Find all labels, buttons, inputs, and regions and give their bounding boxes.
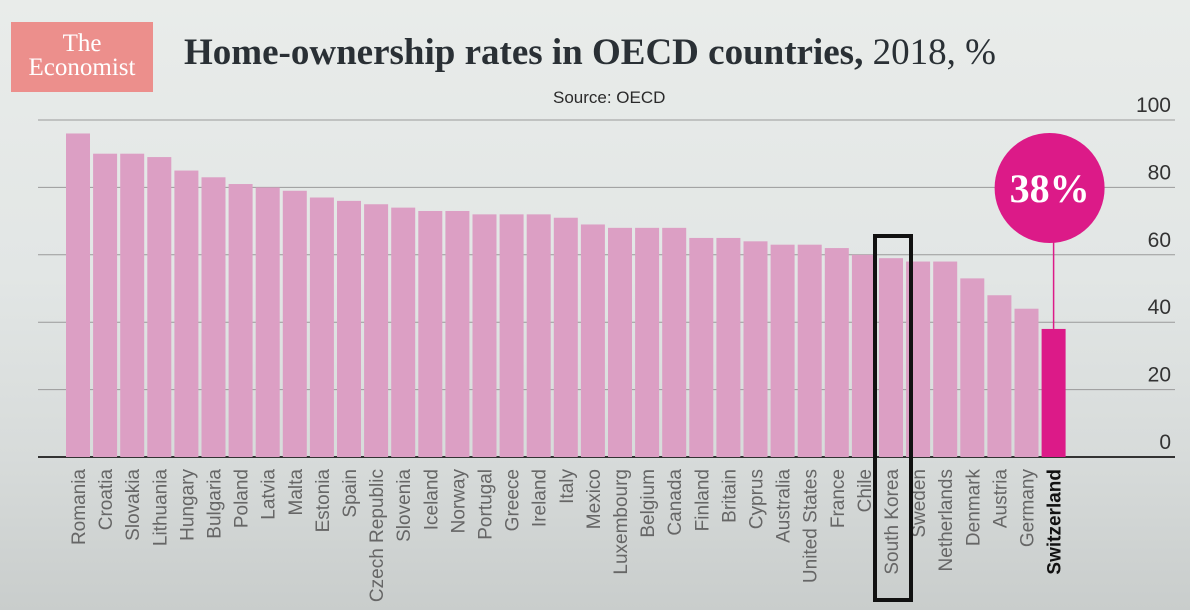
bar-highlighted	[1041, 328, 1066, 457]
x-tick-label: Norway	[448, 469, 469, 534]
y-tick-label: 60	[1148, 229, 1171, 252]
bar	[743, 241, 768, 457]
bar	[553, 217, 578, 457]
y-axis-ticks: 0 20 40 60 80 100	[1136, 94, 1171, 454]
x-tick-label: Greece	[503, 469, 524, 531]
x-tick-label: Hungary	[177, 469, 198, 541]
y-tick-label: 20	[1148, 364, 1171, 387]
x-tick-label: Portugal	[476, 469, 497, 540]
x-tick-label: Australia	[774, 469, 795, 543]
bar	[770, 244, 795, 457]
logo-line-1: The	[62, 30, 102, 57]
bar	[662, 227, 687, 457]
x-tick-label: Canada	[665, 469, 686, 536]
x-axis-labels: Romania Croatia Slovakia Lithuania Hungary Bu…	[69, 469, 1066, 603]
bar	[526, 214, 551, 457]
x-tick-label: Netherlands	[936, 469, 957, 571]
x-tick-label: Belgium	[638, 469, 659, 538]
bar	[960, 278, 985, 457]
highlight-circle	[994, 133, 1105, 243]
bar	[933, 261, 958, 457]
y-tick-label: 80	[1148, 161, 1171, 184]
bar	[228, 184, 253, 457]
x-tick-label-highlighted: Switzerland	[1045, 469, 1066, 575]
y-tick-label: 40	[1148, 296, 1171, 319]
x-tick-label: Britain	[719, 469, 740, 523]
bar	[608, 227, 632, 457]
x-tick-label: Austria	[990, 469, 1011, 529]
bar	[147, 157, 172, 457]
bar	[120, 153, 145, 457]
x-tick-label: Luxembourg	[611, 469, 632, 575]
bar	[635, 227, 660, 457]
bar	[879, 258, 903, 457]
x-tick-label: France	[828, 469, 849, 528]
bar	[418, 210, 443, 457]
bar	[472, 214, 497, 457]
bar	[282, 190, 307, 457]
bar	[93, 153, 118, 457]
bar	[499, 214, 524, 457]
logo-line-2: Economist	[28, 54, 136, 81]
x-tick-label: Chile	[855, 469, 876, 512]
x-tick-label: Italy	[557, 469, 578, 504]
x-tick-label: South Korea	[882, 469, 903, 575]
x-tick-label: Sweden	[909, 469, 930, 538]
x-tick-label: Iceland	[421, 469, 442, 530]
x-tick-label: Spain	[340, 469, 361, 518]
x-tick-label: Ireland	[530, 469, 551, 527]
x-tick-label: Finland	[692, 469, 713, 531]
chart-title-suffix: 2018, %	[863, 32, 996, 73]
bar	[174, 170, 199, 458]
bars	[66, 133, 1066, 458]
x-tick-label: Cyprus	[747, 469, 768, 529]
chart-title: Home-ownership rates in OECD countries, …	[184, 31, 996, 74]
x-tick-label: Slovenia	[394, 469, 415, 542]
bar	[391, 207, 416, 457]
annotations: 38%	[873, 133, 1105, 602]
bar	[255, 187, 280, 457]
bar	[797, 244, 822, 457]
x-tick-label: Croatia	[96, 469, 117, 531]
bar	[201, 177, 226, 458]
bar	[987, 295, 1012, 457]
highlight-value-label: 38%	[1010, 166, 1090, 211]
chart-title-main: Home-ownership rates in OECD countries,	[184, 32, 864, 73]
x-tick-label: Lithuania	[150, 469, 171, 547]
bar	[66, 133, 90, 458]
x-tick-label: Bulgaria	[205, 469, 226, 539]
y-tick-label: 100	[1136, 94, 1171, 117]
bar	[337, 200, 361, 457]
x-tick-label: Czech Republic	[367, 469, 388, 602]
x-tick-label: Latvia	[259, 469, 280, 520]
bar	[851, 254, 876, 457]
bar	[364, 204, 389, 457]
chart-source: Source: OECD	[553, 88, 666, 107]
bar	[309, 197, 334, 457]
gridlines	[38, 119, 1175, 458]
bar	[580, 224, 605, 457]
bar	[445, 210, 470, 457]
x-tick-label: Malta	[286, 469, 307, 516]
x-tick-label: Mexico	[584, 469, 605, 529]
boxed-category-marker	[873, 234, 913, 602]
economist-logo: The Economist	[11, 22, 153, 92]
x-tick-label: Slovakia	[123, 469, 144, 541]
bar	[716, 237, 741, 457]
x-tick-label: Denmark	[963, 469, 984, 547]
x-tick-label: United States	[801, 469, 822, 583]
bar	[824, 248, 849, 457]
y-tick-label: 0	[1159, 431, 1171, 454]
x-tick-label: Romania	[69, 469, 90, 545]
x-tick-label: Estonia	[313, 469, 334, 533]
bar	[689, 237, 714, 457]
x-tick-label: Poland	[232, 469, 253, 528]
x-tick-label: Germany	[1018, 469, 1039, 548]
bar	[1014, 308, 1039, 457]
